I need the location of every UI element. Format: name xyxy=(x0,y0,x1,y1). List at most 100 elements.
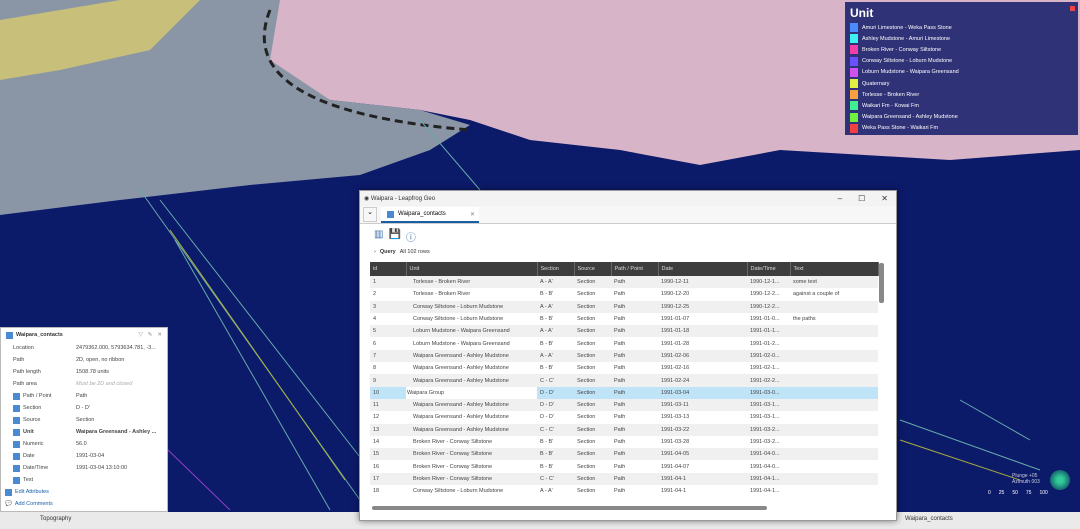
save-icon[interactable]: 💾 xyxy=(388,229,401,240)
table-cell[interactable]: 1990-12-11 xyxy=(658,276,747,289)
table-cell[interactable]: Path xyxy=(614,488,626,495)
unit-edit-input[interactable]: Waipara Group xyxy=(406,386,537,399)
table-cell[interactable]: Section xyxy=(577,291,596,298)
table-cell[interactable]: A - A' xyxy=(540,488,553,495)
table-cell[interactable]: Path xyxy=(611,398,658,412)
table-cell[interactable]: Torlesse - Broken River xyxy=(406,276,537,289)
table-row[interactable]: 13 Waipara Greensand - Ashley Mudstone C -… xyxy=(370,423,878,436)
table-cell[interactable]: Broken River - Conway Siltstone xyxy=(406,472,537,486)
table-row[interactable]: 5 Loburn Mudstone - Waipara Greensand A - … xyxy=(370,325,878,338)
table-cell[interactable]: 1991-03-22 xyxy=(658,423,747,436)
table-cell[interactable]: Path xyxy=(611,472,658,486)
table-row[interactable]: 18 Conway Siltstone - Loburn Mudstone A - … xyxy=(370,485,878,497)
table-cell[interactable]: against a couple of xyxy=(793,291,840,298)
property-row[interactable]: Numeric 56.0 xyxy=(1,438,167,450)
table-cell[interactable]: 12 xyxy=(373,414,380,421)
table-cell[interactable]: 6 xyxy=(373,340,377,347)
table-cell[interactable] xyxy=(790,472,878,486)
table-cell[interactable]: Path xyxy=(611,374,658,387)
property-row[interactable]: Path length 1508.78 units xyxy=(1,366,167,378)
table-cell[interactable]: Loburn Mudstone - Waipara Greensand xyxy=(406,325,537,338)
table-row[interactable]: 12 Waipara Greensand - Ashley Mudstone D -… xyxy=(370,411,878,423)
column-header[interactable]: Path / Point xyxy=(611,262,659,276)
table-cell[interactable]: Section xyxy=(574,398,611,412)
table-cell[interactable]: Path xyxy=(611,386,658,399)
table-cell[interactable]: 16 xyxy=(373,463,380,470)
table-cell[interactable]: Waipara Greensand - Ashley Mudstone xyxy=(406,423,537,436)
table-row[interactable]: 4 Conway Siltstone - Loburn Mudstone B - B… xyxy=(370,313,878,325)
table-cell[interactable]: 1991-03-2... xyxy=(750,439,780,445)
table-cell[interactable]: 1991-01-07 xyxy=(661,316,690,323)
table-cell[interactable] xyxy=(790,362,878,374)
table-cell[interactable]: 1991-02-0... xyxy=(747,349,790,363)
table-cell[interactable]: A - A' xyxy=(537,276,574,289)
property-row[interactable]: Path / Point Path xyxy=(1,390,167,402)
table-cell[interactable]: B - B' xyxy=(540,316,554,323)
table-cell[interactable]: 1991-03-1... xyxy=(747,398,790,412)
table-cell[interactable]: B - B' xyxy=(540,340,554,347)
column-header[interactable]: Unit xyxy=(406,262,538,276)
minimize-button[interactable]: – xyxy=(837,194,843,203)
table-cell[interactable] xyxy=(790,485,878,497)
table-cell[interactable]: Waipara Greensand - Ashley Mudstone xyxy=(413,414,509,421)
table-cell[interactable]: Section xyxy=(574,448,611,461)
table-cell[interactable]: Section xyxy=(577,488,596,495)
table-cell[interactable] xyxy=(790,325,878,338)
table-cell[interactable]: Section xyxy=(574,300,611,313)
table-cell[interactable]: Conway Siltstone - Loburn Mudstone xyxy=(406,300,537,313)
property-row[interactable]: Date/Time 1991-03-04 13:10:00 xyxy=(1,462,167,474)
table-cell[interactable]: B - B' xyxy=(540,365,554,372)
close-button[interactable]: ✕ xyxy=(881,194,888,203)
table-row[interactable]: 9 Waipara Greensand - Ashley Mudstone C - … xyxy=(370,374,878,387)
table-cell[interactable]: 1991-03-0... xyxy=(747,386,790,399)
table-cell[interactable] xyxy=(790,423,878,436)
table-cell[interactable]: Path xyxy=(614,463,626,470)
table-cell[interactable]: D - D' xyxy=(540,414,554,421)
table-row[interactable]: 2 Torlesse - Broken River B - B' Section Pat… xyxy=(370,288,878,300)
table-cell[interactable]: 1991-01-28 xyxy=(661,340,690,347)
tab-dropdown-button[interactable]: ⌄ xyxy=(363,207,377,222)
table-cell[interactable]: Path xyxy=(611,300,658,313)
table-row[interactable]: 1 Torlesse - Broken River A - A' Section Pat… xyxy=(370,276,878,289)
table-cell[interactable]: Waipara Greensand - Ashley Mudstone xyxy=(406,398,537,412)
table-cell[interactable]: A - A' xyxy=(537,325,574,338)
property-row[interactable]: Section D - D' xyxy=(1,402,167,414)
table-cell[interactable]: 1991-04-05 xyxy=(658,448,747,461)
table-cell[interactable]: 1991-04-0... xyxy=(747,448,790,461)
table-cell[interactable]: Path xyxy=(611,423,658,436)
table-cell[interactable]: Section xyxy=(574,423,611,436)
property-row[interactable]: Path area Must be 2D and closed xyxy=(1,378,167,390)
column-header[interactable]: Date/Time xyxy=(747,262,791,276)
table-cell[interactable]: Conway Siltstone - Loburn Mudstone xyxy=(413,316,504,323)
table-cell[interactable]: Loburn Mudstone - Waipara Greensand xyxy=(413,340,510,347)
compass-globe-icon[interactable] xyxy=(1050,470,1070,490)
table-cell[interactable]: B - B' xyxy=(537,448,574,461)
table-cell[interactable]: 1991-01-2... xyxy=(750,340,780,347)
property-row[interactable]: Text xyxy=(1,474,167,486)
table-cell[interactable]: 10 xyxy=(370,386,406,399)
table-cell[interactable]: the paths xyxy=(793,316,816,323)
table-cell[interactable] xyxy=(790,398,878,412)
table-cell[interactable]: B - B' xyxy=(540,463,554,470)
table-row[interactable]: 14 Broken River - Conway Siltstone B - B' S… xyxy=(370,436,878,448)
table-cell[interactable]: Section xyxy=(577,365,596,372)
table-cell[interactable]: 17 xyxy=(370,472,406,486)
table-cell[interactable]: 1991-02-1... xyxy=(750,365,780,372)
table-cell[interactable]: 9 xyxy=(370,374,406,387)
column-header[interactable]: Date xyxy=(658,262,748,276)
table-cell[interactable]: C - C' xyxy=(537,472,574,486)
table-cell[interactable]: 14 xyxy=(373,439,380,445)
table-cell[interactable]: 1990-12-2... xyxy=(750,291,780,298)
table-cell[interactable]: 1990-12-20 xyxy=(661,291,690,298)
vertical-scrollbar[interactable] xyxy=(879,263,884,303)
table-cell[interactable]: 4 xyxy=(373,316,377,323)
table-row[interactable]: 11 Waipara Greensand - Ashley Mudstone D -… xyxy=(370,398,878,412)
table-cell[interactable]: Broken River - Conway Siltstone xyxy=(413,463,493,470)
tab-waipara-contacts[interactable]: Waipara_contacts ✕ xyxy=(381,207,479,223)
column-header[interactable]: Source xyxy=(574,262,612,276)
table-cell[interactable]: Section xyxy=(577,316,596,323)
add-comments-link[interactable]: 💬 Add Comments xyxy=(1,498,167,510)
table-cell[interactable]: 2 xyxy=(373,291,377,298)
table-cell[interactable]: Section xyxy=(574,472,611,486)
columns-icon[interactable]: ▥ xyxy=(374,229,384,240)
